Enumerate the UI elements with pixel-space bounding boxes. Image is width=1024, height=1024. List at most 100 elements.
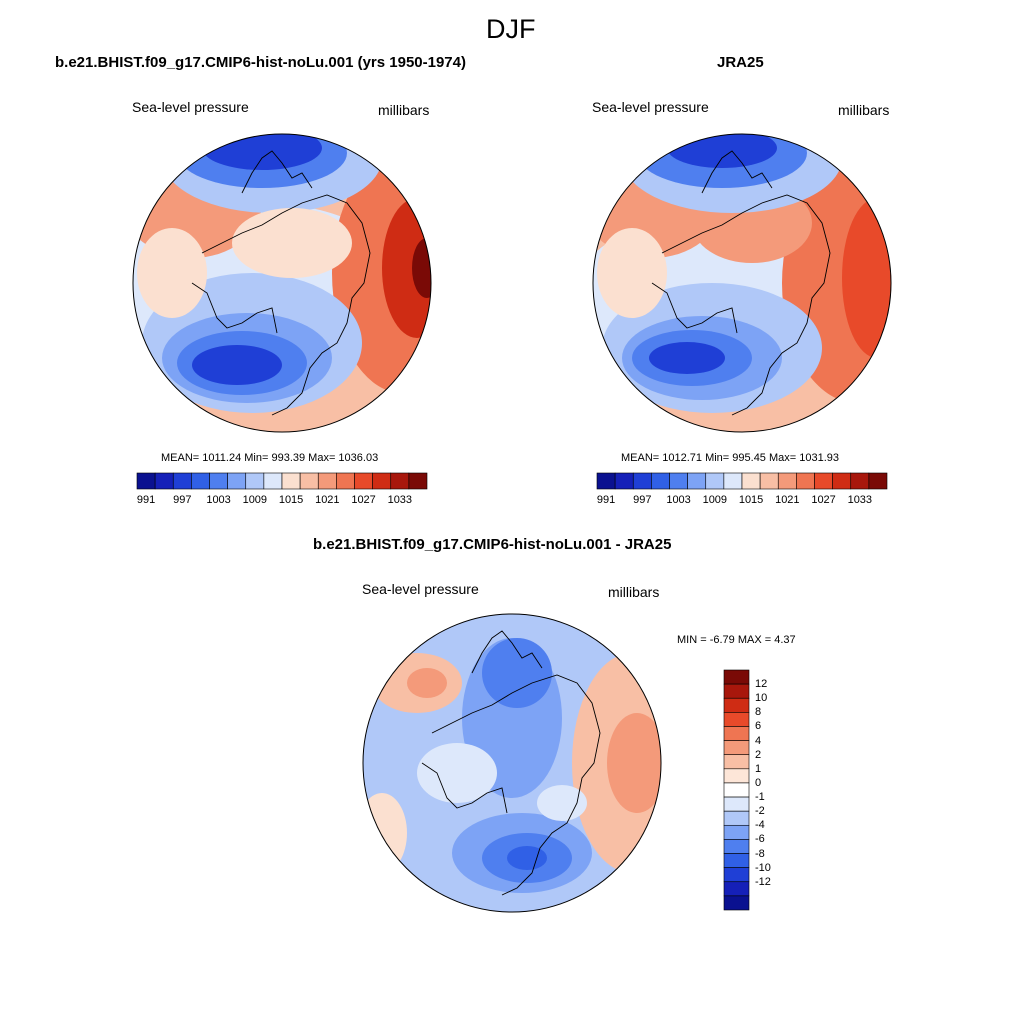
difference-anomaly-region bbox=[607, 713, 661, 813]
colorbar-tick-label: 1015 bbox=[278, 494, 304, 506]
colorbar-tick-label: 1033 bbox=[387, 494, 413, 506]
colorbar-tick-label: 1021 bbox=[315, 494, 340, 506]
colorbar-swatch bbox=[154, 472, 174, 490]
colorbar-swatch bbox=[299, 472, 319, 490]
colorbar-swatch bbox=[136, 472, 156, 490]
coastline bbox=[431, 674, 601, 896]
colorbar-swatch bbox=[723, 839, 750, 854]
colorbar-tick-label: 1027 bbox=[811, 494, 836, 506]
colorbar-swatch bbox=[705, 472, 725, 490]
colorbar-swatch bbox=[723, 824, 750, 840]
difference-anomaly-region bbox=[537, 785, 587, 821]
panel-3-colorbar bbox=[723, 669, 750, 911]
panel-2-stats: MEAN= 1012.71 Min= 995.45 Max= 1031.93 bbox=[621, 452, 840, 464]
colorbar-tick-label: -6 bbox=[755, 833, 765, 846]
panel-3-stats: MIN = -6.79 MAX = 4.37 bbox=[677, 634, 796, 646]
colorbar-swatch bbox=[596, 472, 616, 490]
high-pressure-core-east bbox=[842, 198, 891, 358]
colorbar-swatch bbox=[354, 472, 373, 490]
colorbar-swatch bbox=[723, 697, 750, 713]
colorbar-tick-label: 1009 bbox=[242, 494, 268, 506]
coastline bbox=[201, 194, 371, 416]
colorbar-swatch bbox=[723, 754, 750, 770]
colorbar-swatch bbox=[723, 853, 750, 868]
difference-anomaly-region bbox=[507, 846, 547, 870]
colorbar-swatch bbox=[281, 472, 301, 490]
colorbar-tick-label: -4 bbox=[755, 819, 765, 832]
low-pressure-core-south bbox=[649, 342, 725, 374]
panel-1-variable-label: Sea-level pressure bbox=[132, 99, 249, 115]
colorbar-tick-label: 4 bbox=[755, 734, 762, 747]
panel-1-colorbar bbox=[136, 472, 428, 490]
colorbar-swatch bbox=[723, 881, 750, 897]
colorbar-tick-label: -12 bbox=[755, 875, 771, 888]
colorbar-tick-label: -1 bbox=[755, 791, 765, 804]
colorbar-tick-label: -10 bbox=[755, 861, 771, 874]
panel-2-polar-map bbox=[592, 133, 892, 433]
colorbar-swatch bbox=[814, 472, 833, 490]
colorbar-swatch bbox=[796, 472, 815, 490]
map-boundary bbox=[592, 133, 892, 433]
high-pressure-peak-east bbox=[412, 238, 431, 298]
low-pressure-core-north bbox=[667, 134, 777, 168]
panel-2-colorbar bbox=[596, 472, 888, 490]
colorbar-swatch bbox=[723, 810, 750, 826]
colorbar-tick-label: 1027 bbox=[351, 494, 376, 506]
colorbar-tick-label: 1021 bbox=[775, 494, 800, 506]
map-boundary bbox=[132, 133, 432, 433]
coastline bbox=[661, 194, 831, 416]
colorbar-tick-label: 1033 bbox=[847, 494, 873, 506]
panel-1-units-label: millibars bbox=[378, 102, 430, 118]
colorbar-swatch bbox=[723, 867, 750, 883]
colorbar-tick-label: 2 bbox=[755, 748, 762, 761]
colorbar-tick-label: -8 bbox=[755, 847, 765, 860]
colorbar-swatch bbox=[336, 472, 355, 490]
colorbar-swatch bbox=[372, 472, 392, 490]
colorbar-swatch bbox=[723, 768, 750, 784]
colorbar-tick-label: 997 bbox=[173, 494, 192, 506]
colorbar-tick-label: -2 bbox=[755, 805, 765, 818]
colorbar-swatch bbox=[614, 472, 634, 490]
colorbar-swatch bbox=[317, 472, 337, 490]
difference-anomaly-region bbox=[482, 638, 552, 708]
low-pressure-core-south bbox=[192, 345, 282, 385]
colorbar-swatch bbox=[723, 712, 750, 727]
colorbar-swatch bbox=[245, 472, 265, 490]
colorbar-tick-label: 1003 bbox=[666, 494, 691, 506]
colorbar-swatch bbox=[669, 472, 688, 490]
colorbar-swatch bbox=[687, 472, 707, 490]
colorbar-swatch bbox=[777, 472, 797, 490]
coastline bbox=[651, 282, 738, 334]
colorbar-swatch bbox=[868, 472, 888, 490]
colorbar-swatch bbox=[408, 472, 428, 490]
panel-3-polar-map bbox=[362, 613, 662, 913]
panel-3-colorbar-labels: 12 10 8 6 4 2 1 0 -1 -2 -4 -6 -8 -10 -12 bbox=[755, 670, 795, 910]
colorbar-swatch bbox=[191, 472, 210, 490]
panel-1-stats: MEAN= 1011.24 Min= 993.39 Max= 1036.03 bbox=[161, 452, 379, 464]
colorbar-swatch bbox=[632, 472, 652, 490]
colorbar-swatch bbox=[172, 472, 192, 490]
panel-2-variable-label: Sea-level pressure bbox=[592, 99, 709, 115]
colorbar-swatch bbox=[759, 472, 779, 490]
coastline bbox=[421, 762, 508, 814]
colorbar-tick-label: 1003 bbox=[206, 494, 231, 506]
colorbar-tick-label: 8 bbox=[755, 706, 762, 719]
colorbar-swatch bbox=[723, 472, 743, 490]
coastline bbox=[701, 150, 773, 194]
coastline bbox=[241, 150, 313, 194]
colorbar-swatch bbox=[832, 472, 852, 490]
difference-anomaly-region bbox=[417, 743, 497, 803]
panel-1-polar-map bbox=[132, 133, 432, 433]
panel-3-variable-label: Sea-level pressure bbox=[362, 581, 479, 597]
pressure-band-light bbox=[597, 228, 667, 318]
panel-3-title: b.e21.BHIST.f09_g17.CMIP6-hist-noLu.001 … bbox=[313, 536, 672, 553]
panel-2-colorbar-labels: 991 997 1003 1009 1015 1021 1027 1033 bbox=[597, 494, 887, 508]
colorbar-swatch bbox=[651, 472, 670, 490]
panel-1-colorbar-labels: 991 997 1003 1009 1015 1021 1027 1033 bbox=[137, 494, 427, 508]
panel-1-title: b.e21.BHIST.f09_g17.CMIP6-hist-noLu.001 … bbox=[55, 54, 466, 71]
panel-3-units-label: millibars bbox=[608, 584, 660, 600]
colorbar-tick-label: 991 bbox=[596, 494, 616, 506]
map-boundary bbox=[362, 613, 662, 913]
colorbar-tick-label: 997 bbox=[633, 494, 652, 506]
panel-2-units-label: millibars bbox=[838, 102, 890, 118]
